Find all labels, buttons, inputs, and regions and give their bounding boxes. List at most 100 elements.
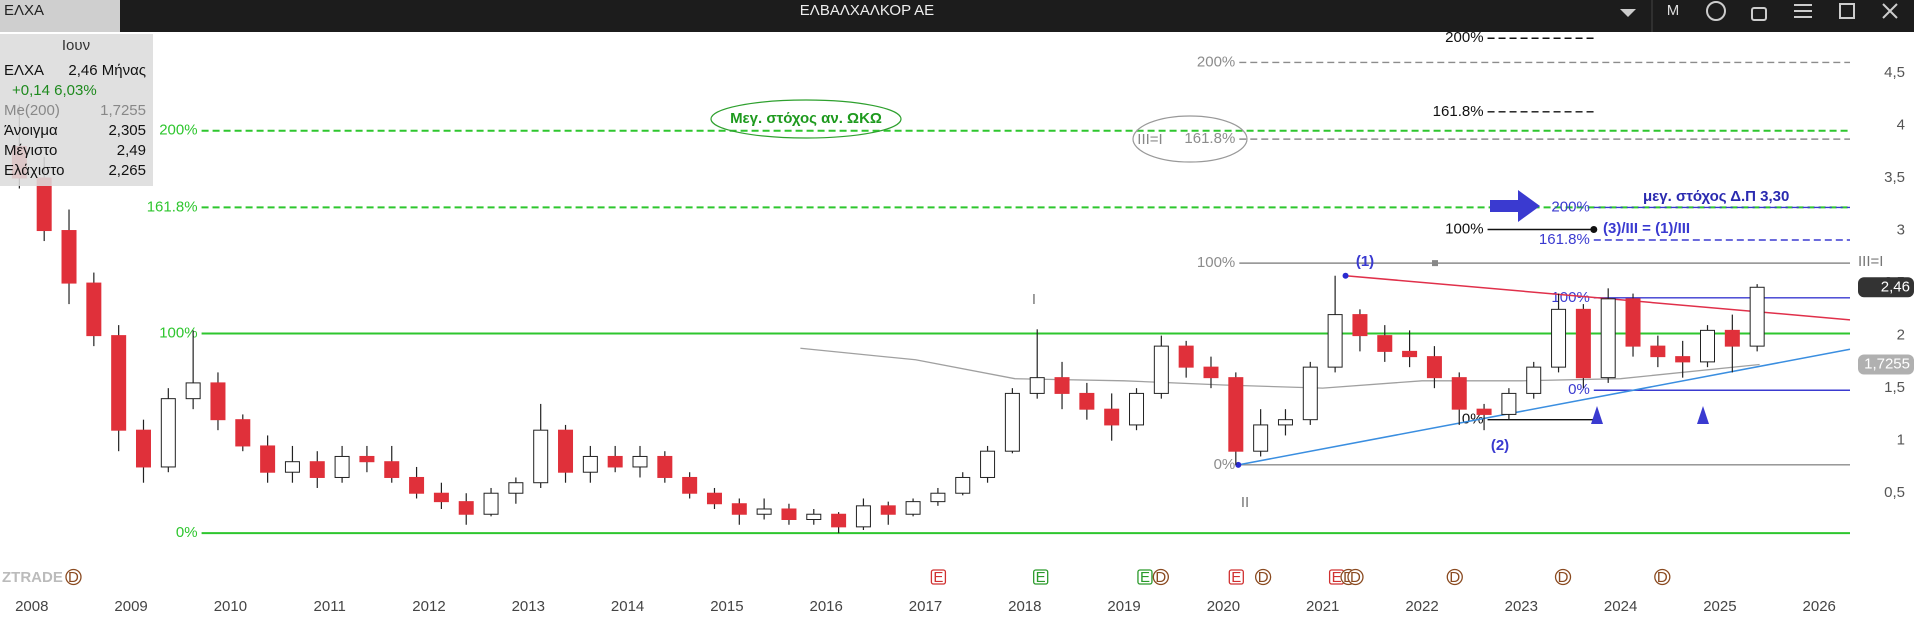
annotation: μεγ. στόχος Δ.Π 3,30 (1643, 188, 1789, 205)
candle-body (334, 455, 350, 478)
event-marker (1254, 568, 1272, 586)
event-label: E (1332, 569, 1342, 586)
candle-body (1352, 314, 1368, 337)
price-tag (1858, 277, 1914, 298)
panel-value: 2,305 (108, 122, 146, 139)
candle-body (533, 429, 549, 484)
candle-body (1575, 308, 1591, 379)
annotation-ellipse (710, 99, 902, 139)
menu-icon[interactable] (1794, 4, 1812, 18)
event-label: E (1140, 569, 1150, 586)
symbol-tab[interactable] (0, 0, 120, 32)
candle-body (1675, 356, 1691, 363)
y-tick-label: 3 (1897, 222, 1905, 239)
annotation: ΙΙΙ=Ι (1858, 253, 1883, 270)
annotation: (2) (1491, 437, 1509, 454)
candle-body (1203, 366, 1219, 379)
trendline (1345, 274, 1851, 321)
event-label: D (1558, 569, 1569, 586)
x-tick-label: 2025 (1703, 598, 1736, 615)
panel-label: Ελάχιστο (4, 162, 64, 179)
candle-body (1650, 345, 1666, 358)
event-marker (1446, 568, 1463, 586)
candle-body (1625, 298, 1641, 347)
fib-label: 200% (1445, 29, 1483, 46)
event-marker (930, 569, 947, 585)
candle-body (582, 455, 598, 473)
candle-body (1526, 366, 1542, 394)
price-tag (1858, 354, 1914, 375)
panel-symbol: ΕΛΧΑ (4, 62, 44, 79)
x-tick-label: 2021 (1306, 598, 1339, 615)
annotation: ΙΙΙ=Ι (1137, 131, 1162, 148)
candle-body (955, 476, 971, 494)
panel-value: 2,265 (108, 162, 146, 179)
symbol-tab-text: ΕΛΧΑ (4, 2, 44, 19)
candle-body (1377, 335, 1393, 352)
candle-body (260, 445, 276, 473)
panel-period: Ιουν (62, 37, 90, 54)
fib-label: 100% (159, 324, 197, 341)
fib-label: 0% (1568, 381, 1590, 398)
candle-body (61, 230, 77, 284)
event-marker (1228, 569, 1244, 585)
candle-body (831, 513, 847, 528)
annotation: Ι (1032, 291, 1036, 308)
candle-body (1501, 392, 1517, 415)
plot: 0,511,522,533,544,5200820092010201120122… (11, 29, 1905, 615)
candle-body (309, 461, 325, 478)
candle-body (1700, 329, 1716, 363)
fib-label: 100% (1445, 220, 1483, 237)
candle-body (558, 429, 574, 473)
event-label: D (1657, 569, 1668, 586)
x-tick-label: 2010 (214, 598, 247, 615)
comment-icon[interactable] (1706, 1, 1726, 21)
candle-body (508, 482, 524, 494)
signal-triangle (1697, 406, 1709, 424)
annotation: ZTRADE (2, 569, 63, 586)
candle-body (185, 382, 201, 400)
y-tick-label: 2 (1897, 327, 1905, 344)
moving-average (800, 347, 1760, 389)
dropdown[interactable] (1620, 9, 1636, 17)
x-tick-label: 2020 (1207, 598, 1240, 615)
y-tick-label: 1 (1897, 432, 1905, 449)
y-tick-label: 4 (1897, 116, 1905, 133)
candle-body (657, 455, 673, 478)
trend-anchor (1342, 272, 1349, 279)
candle-body (1104, 408, 1120, 426)
candle-body (86, 282, 102, 337)
x-tick-label: 2015 (710, 598, 743, 615)
fib-label: 100% (1551, 289, 1589, 306)
event-marker (1347, 568, 1364, 586)
window-icon[interactable] (1839, 3, 1855, 19)
close-icon[interactable] (1882, 3, 1898, 19)
x-tick-label: 2011 (314, 598, 346, 615)
panel-label: Me(200) (4, 102, 60, 119)
candle-body (1153, 345, 1169, 394)
candle-body (980, 450, 996, 478)
candle-body (135, 429, 151, 468)
event-marker (1654, 568, 1671, 586)
candle-body (409, 476, 425, 494)
candle-body (632, 455, 648, 468)
lock-icon[interactable] (1751, 7, 1767, 21)
mode-button[interactable]: M (1667, 2, 1680, 19)
x-tick-label: 2016 (810, 598, 843, 615)
event-label: D (1350, 569, 1361, 586)
panel-value: 2,49 (117, 142, 146, 159)
fib-label: 200% (159, 122, 197, 139)
candle-body (1327, 314, 1343, 368)
candle-body (433, 492, 449, 503)
fib-label: 161.8% (147, 198, 198, 215)
annotation-ellipse (1132, 115, 1248, 163)
candle-body (706, 492, 722, 505)
event-label: D (1155, 569, 1166, 586)
candle-body (1426, 356, 1442, 379)
annotation: (1) (1356, 253, 1374, 270)
fib-handle (1432, 260, 1438, 267)
fib-label: 200% (1197, 53, 1235, 70)
event-label: E (1231, 569, 1241, 586)
candle-body (111, 335, 127, 431)
